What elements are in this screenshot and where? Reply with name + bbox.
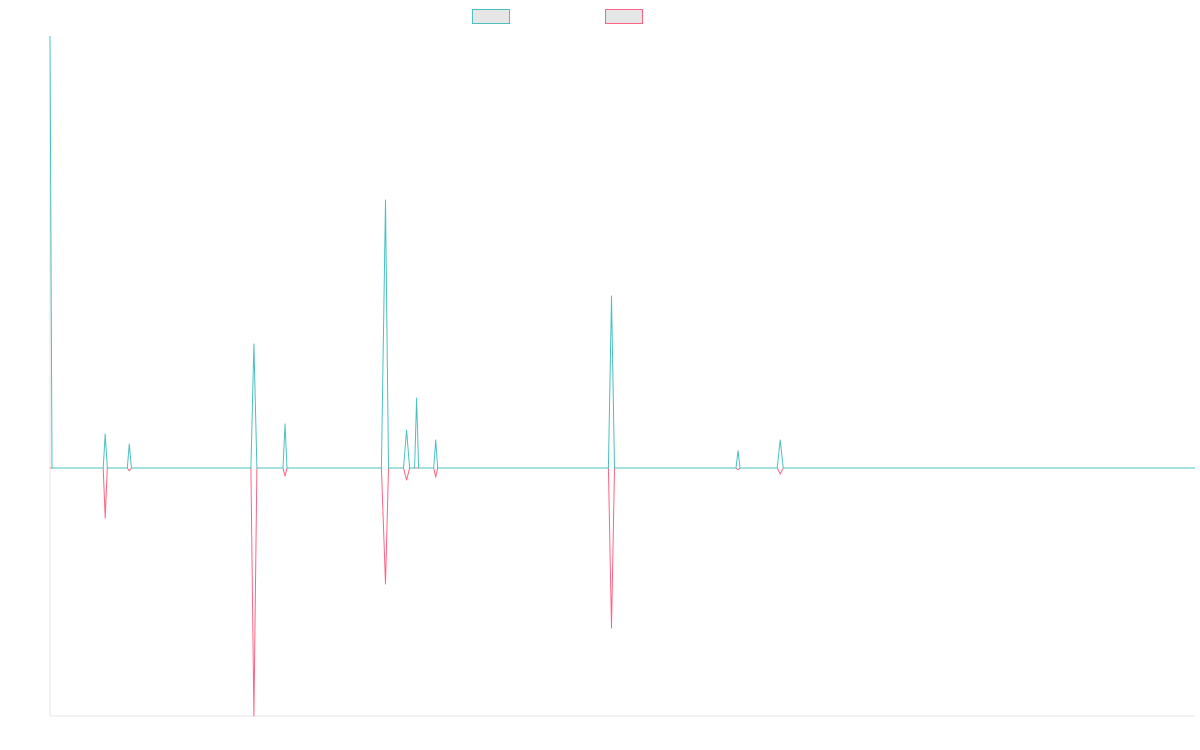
- series-2-line: [50, 467, 1195, 717]
- legend-swatch-series-1[interactable]: [472, 9, 510, 24]
- legend-swatch-series-2[interactable]: [605, 9, 643, 24]
- series-1-line: [49, 35, 1195, 469]
